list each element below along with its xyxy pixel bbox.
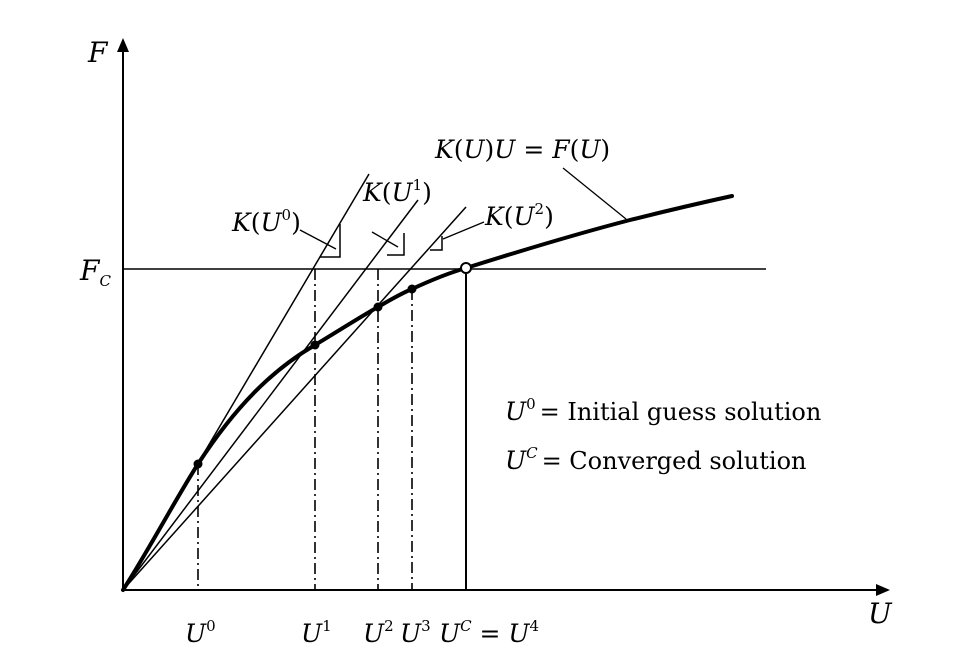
nonlinear-curve [121, 194, 734, 592]
iteration-point-u1 [310, 340, 320, 350]
converged-point [460, 262, 472, 274]
leader-k0 [299, 229, 337, 250]
legend-converged: UC = Converged solution [505, 444, 807, 475]
x-axis-label: U [868, 597, 893, 630]
leader-k2 [442, 221, 485, 240]
iteration-point-u0 [193, 459, 203, 469]
slope-triangle-k1 [387, 233, 405, 256]
y-axis-label: F [87, 36, 109, 69]
tangent-label-k2: K(U2) [484, 200, 554, 231]
legend-initial-guess: U0 = Initial guess solution [505, 395, 821, 426]
tangent-label-k0: K(U0) [231, 206, 301, 237]
x-tick-u3: U3 [400, 617, 431, 648]
tangent-label-k1: K(U1) [362, 176, 432, 207]
iteration-point-u3 [407, 284, 417, 294]
tangent-line-k1 [122, 199, 419, 591]
leader-k1 [371, 231, 399, 248]
iteration-point-u2 [373, 302, 383, 312]
curve-equation-label: K(U)U = F(U) [434, 135, 610, 164]
x-tick-u0: U0 [185, 617, 216, 648]
tangent-line-k2 [122, 206, 467, 591]
leader-curve [562, 167, 627, 220]
x-tick-uc-u4: UC = U4 [439, 617, 539, 648]
x-tick-u2: U2 [363, 617, 394, 648]
slope-triangle-k2 [430, 236, 443, 251]
slope-triangle-k0 [320, 224, 341, 258]
x-tick-u1: U1 [301, 617, 332, 648]
fc-label: FC [79, 254, 111, 290]
